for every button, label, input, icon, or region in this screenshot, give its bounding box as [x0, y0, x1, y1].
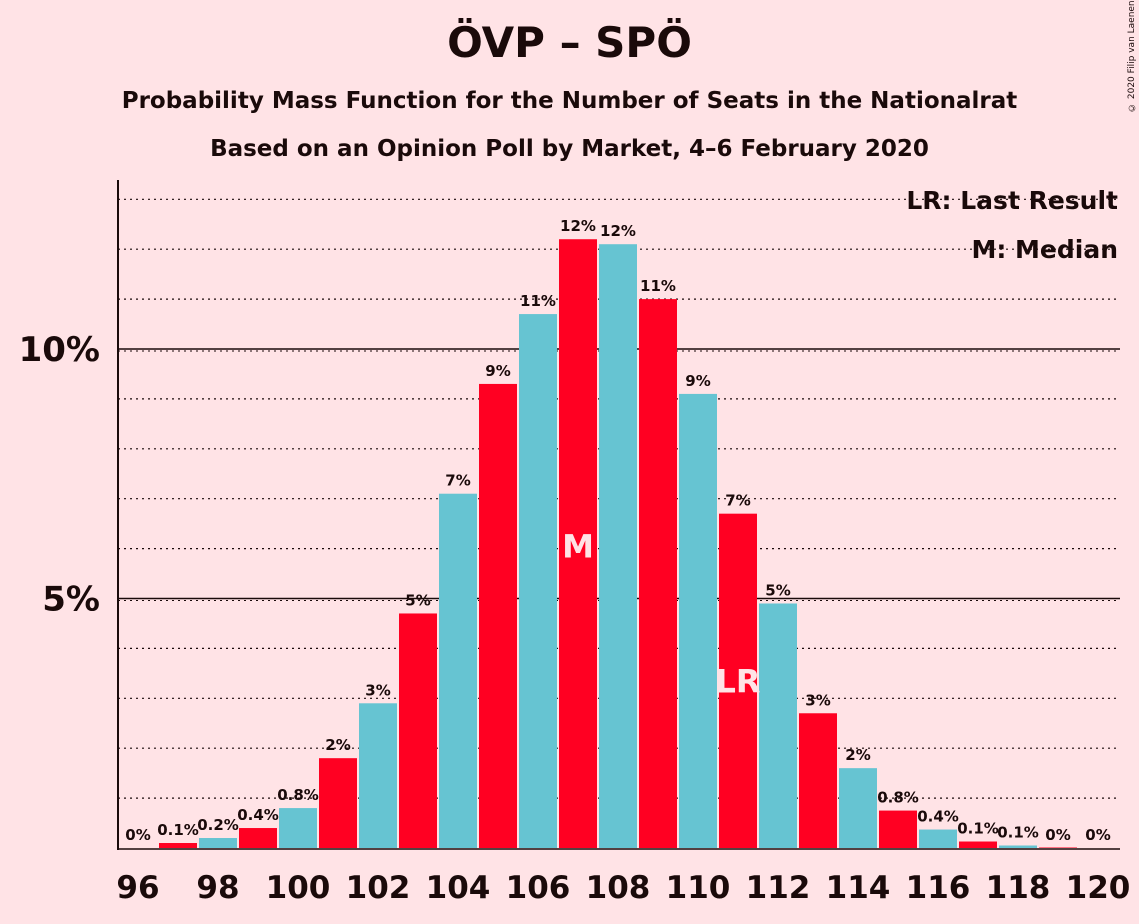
x-tick-114: 114	[826, 870, 891, 906]
bar-label-112: 5%	[765, 581, 790, 599]
bar-110	[679, 393, 717, 848]
bar-114	[839, 768, 877, 848]
bar-112	[759, 603, 797, 848]
bar-label-111: 7%	[725, 492, 750, 510]
bar-label-116: 0.4%	[917, 808, 959, 826]
median-marker: M	[562, 528, 594, 566]
bar-label-98: 0.2%	[197, 816, 239, 834]
bar-label-119: 0%	[1045, 826, 1070, 844]
x-tick-110: 110	[666, 870, 731, 906]
x-tick-112: 112	[746, 870, 811, 906]
bar-label-104: 7%	[445, 472, 470, 490]
bar-103	[399, 613, 437, 848]
bar-111	[719, 513, 757, 848]
bar-98	[199, 838, 237, 848]
bar-label-100: 0.8%	[277, 786, 319, 804]
bar-label-114: 2%	[845, 746, 870, 764]
y-tick-5: 5%	[42, 580, 100, 620]
bar-label-102: 3%	[365, 681, 390, 699]
bar-label-106: 11%	[520, 292, 556, 310]
x-tick-102: 102	[346, 870, 411, 906]
bar-label-99: 0.4%	[237, 806, 279, 824]
bar-label-108: 12%	[600, 222, 636, 240]
bar-116	[919, 829, 957, 848]
bar-106	[519, 314, 557, 848]
x-tick-116: 116	[906, 870, 971, 906]
bar-label-107: 12%	[560, 217, 596, 235]
chart-subtitle-source: Based on an Opinion Poll by Market, 4–6 …	[210, 136, 929, 162]
bar-label-117: 0.1%	[957, 820, 999, 838]
chart-title: ÖVP – SPÖ	[447, 18, 692, 67]
x-tick-96: 96	[116, 870, 159, 906]
x-tick-118: 118	[986, 870, 1051, 906]
chart-subtitle: Probability Mass Function for the Number…	[121, 88, 1018, 114]
bar-label-103: 5%	[405, 591, 430, 609]
bar-105	[479, 383, 517, 848]
x-tick-106: 106	[506, 870, 571, 906]
bar-113	[799, 713, 837, 848]
bar-label-113: 3%	[805, 691, 830, 709]
bar-97	[159, 843, 197, 848]
bar-108	[599, 244, 637, 848]
bar-118	[999, 845, 1037, 848]
x-tick-100: 100	[266, 870, 331, 906]
bars	[159, 239, 1077, 849]
bar-label-118: 0.1%	[997, 824, 1039, 842]
bar-label-115: 0.8%	[877, 789, 919, 807]
legend-last-result: LR: Last Result	[906, 186, 1118, 215]
legend-median: M: Median	[971, 235, 1118, 264]
bar-label-110: 9%	[685, 372, 710, 390]
x-tick-98: 98	[196, 870, 239, 906]
bar-101	[319, 758, 357, 848]
bar-label-101: 2%	[325, 736, 350, 754]
bar-104	[439, 493, 477, 848]
x-axis-ticks: 96 98 100 102 104 106 108 110 112 114 116 118 120	[116, 870, 1130, 906]
bar-100	[279, 808, 317, 848]
x-tick-120: 120	[1066, 870, 1131, 906]
bar-label-96: 0%	[125, 826, 150, 844]
bar-label-105: 9%	[485, 362, 510, 380]
bar-label-120: 0%	[1085, 826, 1110, 844]
bar-102	[359, 703, 397, 848]
y-axis-ticks: 5% 10%	[19, 330, 100, 620]
x-tick-104: 104	[426, 870, 491, 906]
bar-117	[959, 841, 997, 848]
y-tick-10: 10%	[19, 330, 100, 370]
bar-99	[239, 828, 277, 848]
bar-label-97: 0.1%	[157, 821, 199, 839]
bar-109	[639, 299, 677, 849]
x-tick-108: 108	[586, 870, 651, 906]
bar-labels: 0% 0.1%0.2%0.4%0.8%2%3%5%7%9%11%12%M12%11…	[125, 217, 1110, 844]
bar-115	[879, 810, 917, 848]
bar-107	[559, 239, 597, 849]
bar-label-109: 11%	[640, 277, 676, 295]
last-result-marker: LR	[715, 662, 760, 700]
